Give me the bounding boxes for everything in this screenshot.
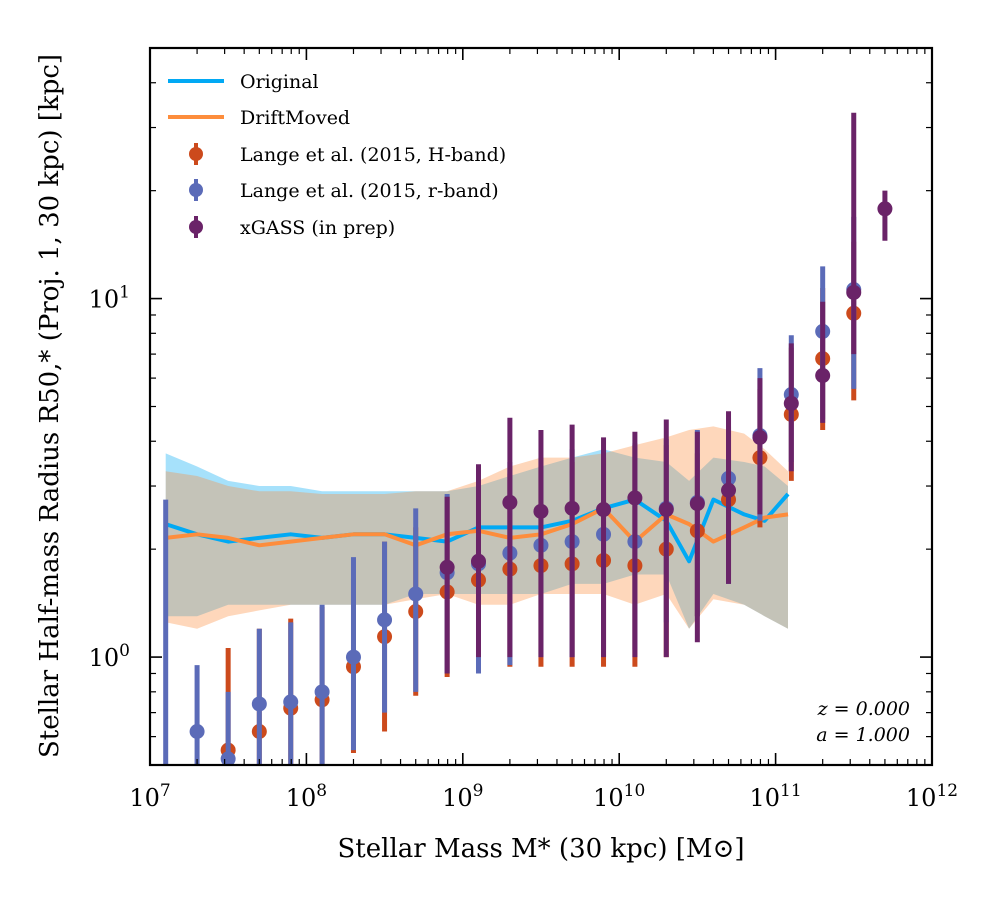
- xgass-in-prep-point: [470, 553, 486, 569]
- lange-et-al-2015-r-band-point: [314, 684, 330, 700]
- legend-marker-xgass: [189, 216, 203, 238]
- xgass-in-prep-point: [689, 496, 705, 512]
- legend-label-xgass: xGASS (in prep): [240, 217, 395, 239]
- x-tick-label: 108: [286, 781, 327, 812]
- lange-et-al-2015-r-band-point: [345, 649, 361, 665]
- x-tick-label: 107: [129, 781, 170, 812]
- x-axis-label: Stellar Mass M* (30 kpc) [M⊙]: [338, 834, 745, 864]
- xgass-in-prep-point: [877, 201, 893, 217]
- x-tick-label: 1012: [906, 781, 958, 812]
- xgass-in-prep-point: [627, 490, 643, 506]
- legend-marker-lange-r: [189, 179, 203, 201]
- y-tick-label: 100: [89, 641, 130, 672]
- legend-marker-lange-h: [189, 143, 203, 165]
- xgass-in-prep-point: [658, 502, 674, 518]
- observational-points: [163, 112, 893, 765]
- lange-et-al-2015-r-band-point: [377, 612, 393, 628]
- y-axis-label: Stellar Half-mass Radius R50,* (Proj. 1,…: [35, 54, 65, 758]
- scale-factor-annotation: a = 1.000: [816, 724, 910, 746]
- xgass-in-prep-point: [721, 482, 737, 498]
- legend-label-driftmoved: DriftMoved: [240, 107, 350, 129]
- lange-et-al-2015-r-band-point: [251, 696, 267, 712]
- xgass-in-prep-point: [783, 395, 799, 411]
- lange-et-al-2015-r-band-point: [189, 724, 205, 740]
- xgass-in-prep-point: [815, 368, 831, 384]
- lange-et-al-2015-r-band-point: [408, 586, 424, 602]
- xgass-in-prep-point: [846, 284, 862, 300]
- legend-label-lange-h: Lange et al. (2015, H-band): [240, 144, 506, 166]
- xgass-in-prep-point: [564, 500, 580, 516]
- xgass-in-prep-point: [533, 503, 549, 519]
- axis-ticks: [149, 48, 933, 766]
- legend-label-lange-r: Lange et al. (2015, r-band): [240, 180, 499, 202]
- legend: Original DriftMoved Lange et al. (2015, …: [168, 71, 506, 239]
- xgass-in-prep-point: [596, 502, 612, 518]
- legend-label-original: Original: [240, 71, 319, 93]
- xgass-in-prep-point: [439, 559, 455, 575]
- redshift-annotation: z = 0.000: [817, 698, 910, 720]
- x-tick-label: 1010: [593, 781, 645, 812]
- xgass-in-prep-point: [502, 494, 518, 510]
- xgass-in-prep-point: [752, 429, 768, 445]
- y-tick-label: 101: [89, 283, 130, 314]
- x-tick-label: 109: [442, 781, 483, 812]
- lange-et-al-2015-r-band-point: [283, 694, 299, 710]
- x-tick-label: 1011: [750, 781, 802, 812]
